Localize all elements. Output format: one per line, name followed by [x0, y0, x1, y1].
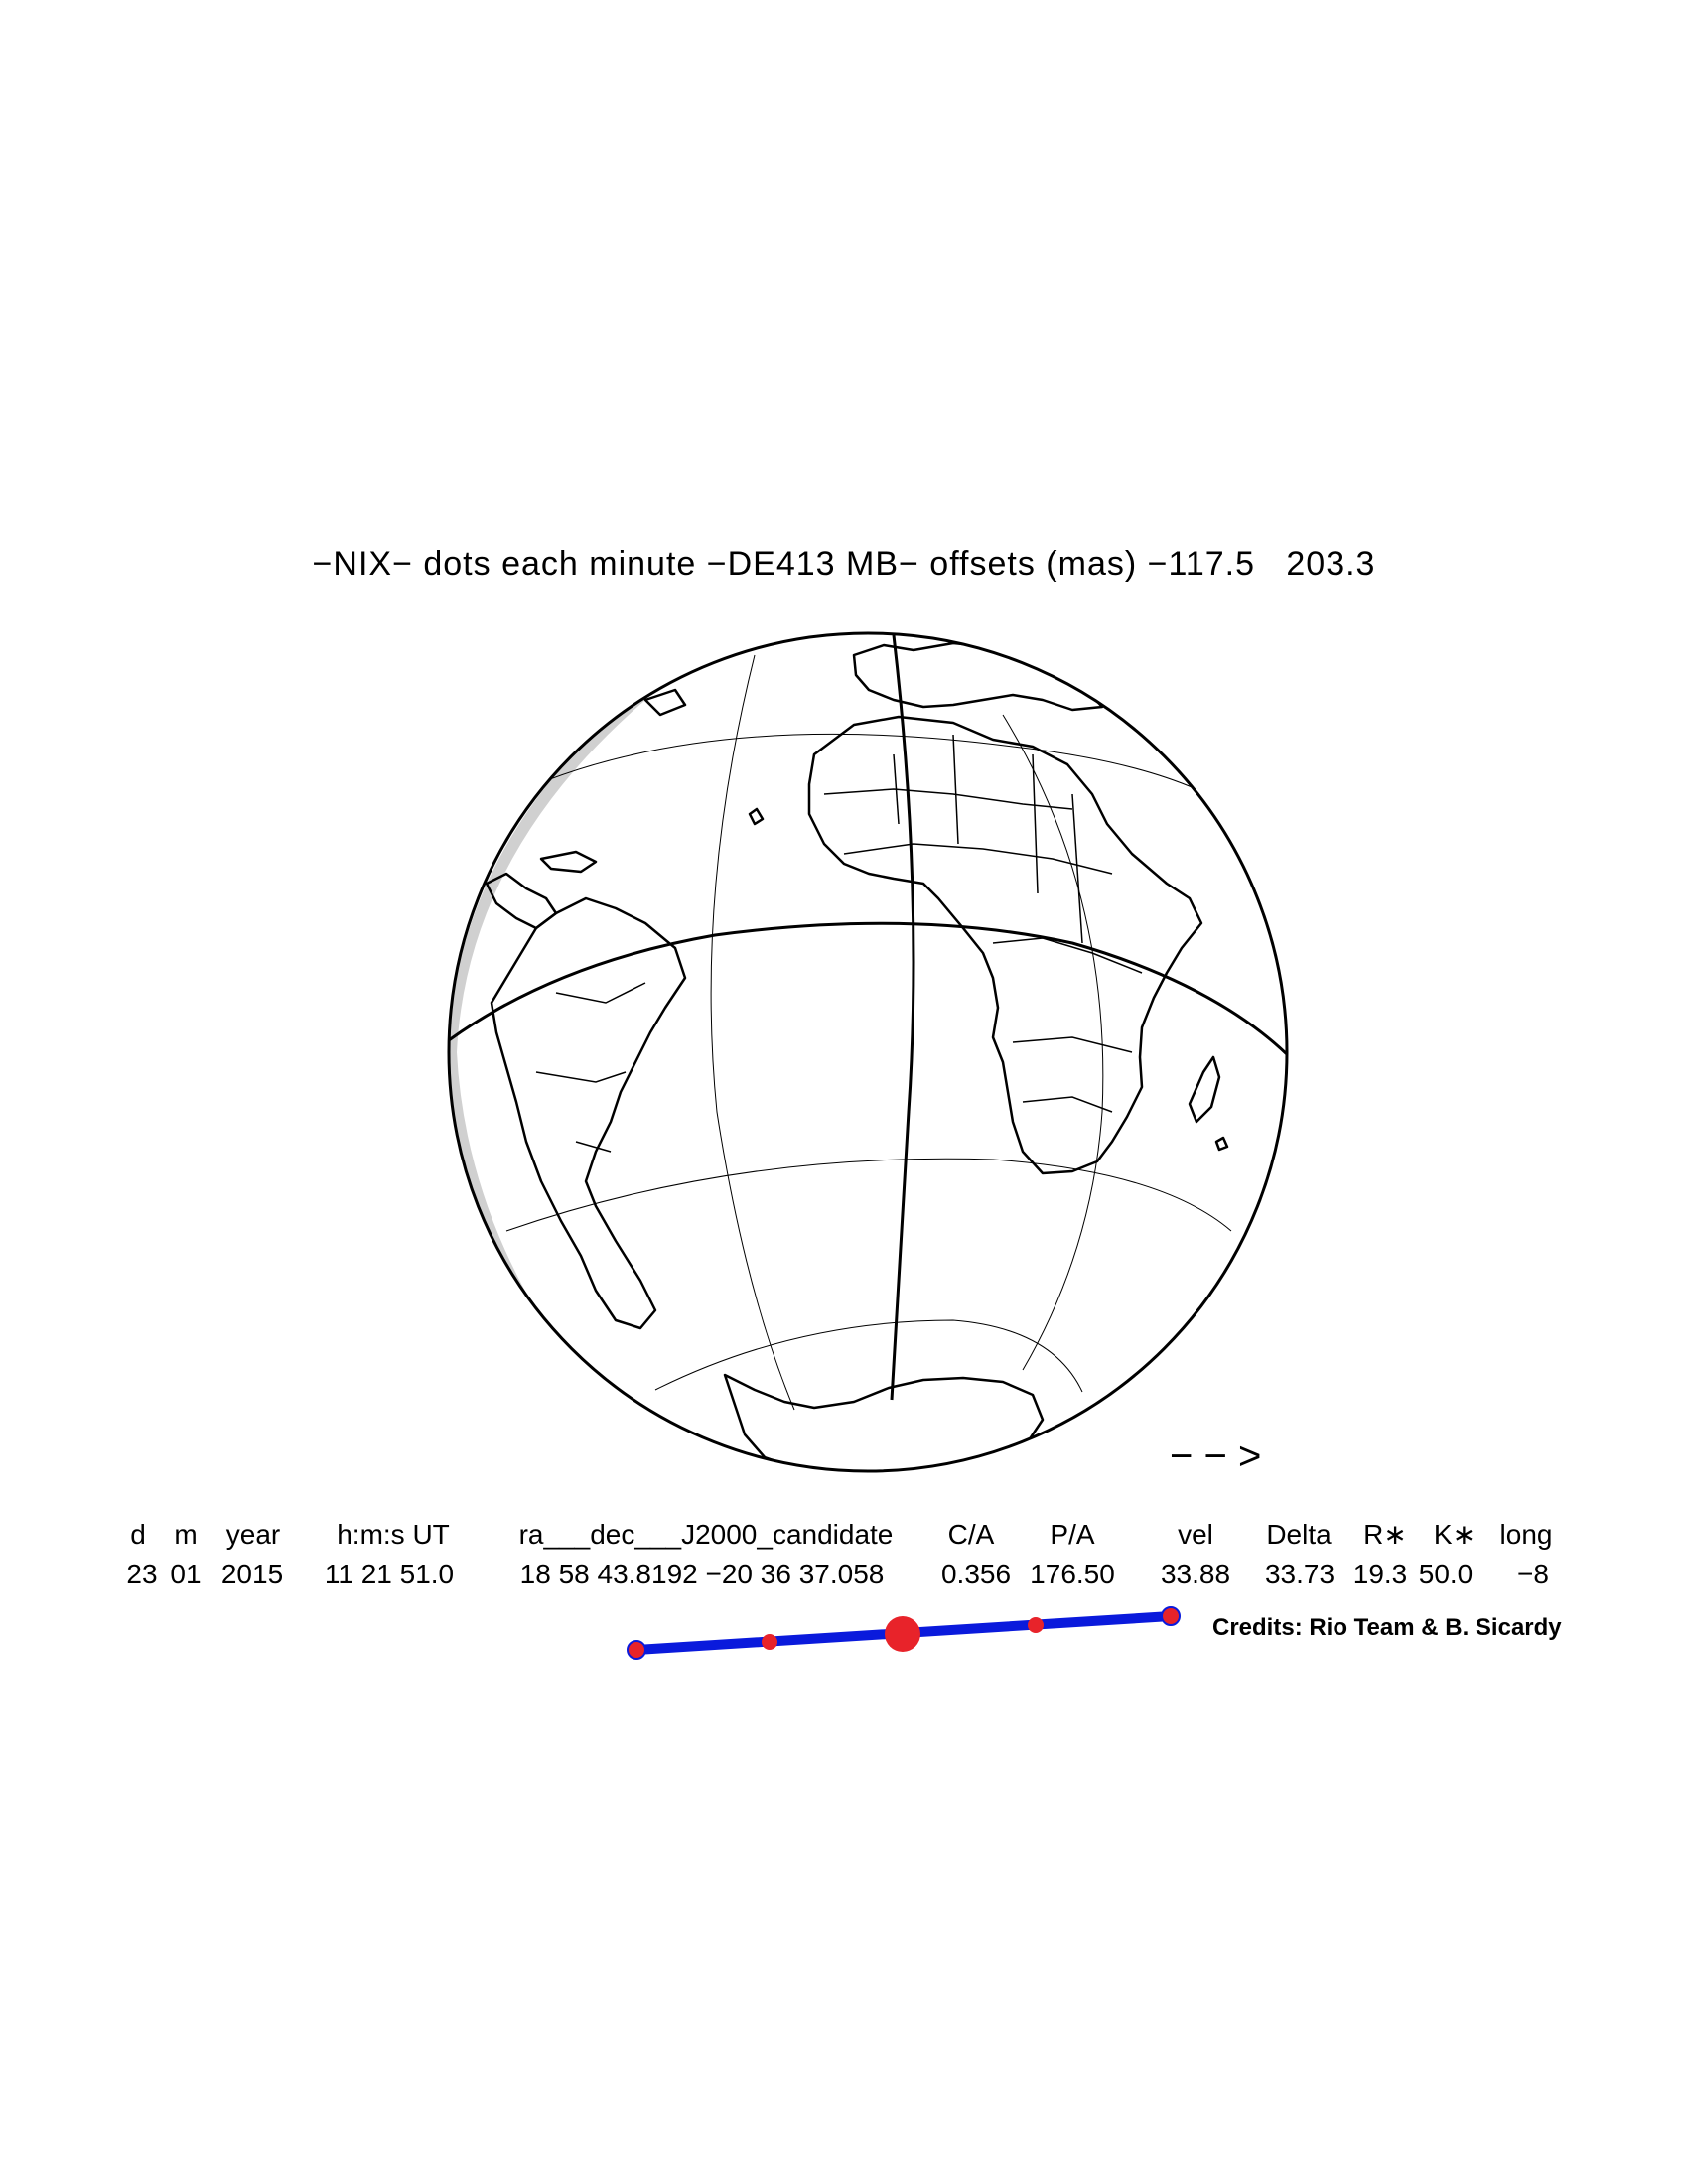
occultation-chord	[627, 1606, 1181, 1660]
value-year: 2015	[220, 1559, 284, 1589]
header-delta: Delta	[1266, 1519, 1332, 1550]
header-d: d	[130, 1519, 146, 1550]
parallel-line	[495, 733, 1242, 815]
header-ca: C/A	[947, 1519, 995, 1550]
island-outline	[1214, 1136, 1229, 1152]
minute-dot	[627, 1640, 646, 1660]
limb-shade	[449, 695, 645, 1420]
header-rstar: R∗	[1363, 1519, 1407, 1550]
header-year: year	[225, 1519, 281, 1550]
header-vel: vel	[1178, 1519, 1213, 1550]
closest-approach-dot	[885, 1616, 920, 1652]
plot-title: −NIX− dots each minute −DE413 MB− offset…	[312, 545, 1376, 583]
shadow-central-line	[890, 634, 915, 1401]
value-time: 11 21 51.0	[324, 1559, 455, 1589]
madagascar-outline	[1188, 1055, 1221, 1124]
island-outline	[748, 807, 765, 826]
country-borders	[535, 734, 1143, 1153]
parallel-line	[654, 1319, 1083, 1393]
value-kstar: 50.0	[1418, 1559, 1474, 1589]
caribbean-outline	[539, 850, 598, 874]
graticule	[495, 654, 1242, 1411]
value-delta: 33.73	[1264, 1559, 1336, 1589]
africa-outline	[807, 715, 1203, 1175]
header-time: h:m:s UT	[337, 1519, 450, 1550]
value-vel: 33.88	[1160, 1559, 1231, 1589]
central-america-outline	[485, 872, 558, 930]
shadow-path	[449, 634, 1287, 1401]
south-america-outline	[490, 896, 687, 1330]
island-outline	[643, 688, 687, 717]
minute-dot	[762, 1634, 777, 1650]
value-coordinates: 18 58 43.8192 −20 36 37.058	[519, 1559, 885, 1589]
coastlines	[485, 641, 1229, 1471]
antarctica-outline	[723, 1373, 1045, 1471]
value-pa: 176.50	[1030, 1559, 1115, 1589]
globe-outline	[447, 631, 1289, 1473]
header-long: long	[1499, 1519, 1553, 1550]
value-long: −8	[1517, 1559, 1549, 1589]
shadow-limit-north	[449, 921, 1287, 1056]
europe-outline	[852, 641, 1104, 712]
meridian-line	[1002, 714, 1104, 1371]
value-ca: 0.356	[940, 1559, 1012, 1589]
header-m: m	[174, 1519, 198, 1550]
header-kstar: K∗	[1433, 1519, 1477, 1550]
value-m: 01	[170, 1559, 202, 1589]
header-coordinates: ra___dec___J2000_candidate	[518, 1519, 894, 1550]
parallel-line	[505, 1158, 1232, 1232]
minute-dot	[1161, 1606, 1181, 1626]
minute-dot	[1028, 1617, 1044, 1633]
direction-arrow: − − >	[1170, 1434, 1261, 1478]
value-d: 23	[126, 1559, 158, 1589]
meridian-line	[710, 654, 795, 1411]
header-pa: P/A	[1050, 1519, 1095, 1550]
credits-text: Credits: Rio Team & B. Sicardy	[1212, 1614, 1562, 1641]
value-rstar: 19.3	[1352, 1559, 1408, 1589]
